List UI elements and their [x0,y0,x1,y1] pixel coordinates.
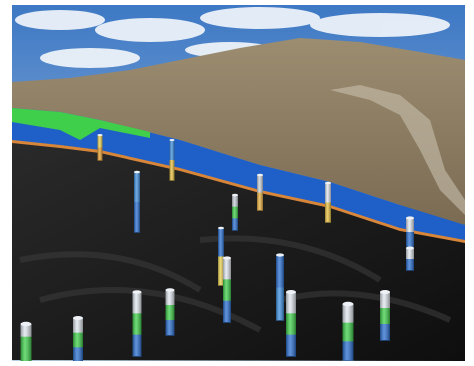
borehole-shade [406,248,414,270]
borehole-shade [276,255,284,320]
borehole-cap [286,290,296,294]
borehole [257,173,263,211]
borehole-shade [132,292,142,356]
borehole-shade [134,172,140,232]
borehole-cap [132,290,142,294]
borehole-cap [73,316,83,320]
borehole [134,170,140,233]
borehole-shade [232,195,238,230]
cloud [200,7,320,29]
borehole-shade [165,290,175,335]
borehole-shade [223,258,231,322]
borehole-cap [20,321,32,327]
borehole-shade [169,140,175,180]
stripe [39,287,262,333]
borehole-cap [380,290,390,294]
borehole [342,301,354,361]
borehole-cap [276,253,284,257]
borehole-cap [325,181,331,185]
borehole-shade [97,135,103,160]
borehole [380,290,390,341]
borehole-cap [169,139,175,141]
green-layer [12,108,150,140]
borehole-cap [406,246,414,250]
stripe [279,290,452,323]
borehole-shade [342,304,354,360]
borehole [276,253,284,321]
borehole-shade [218,228,224,285]
borehole [132,290,142,357]
borehole-cap [165,288,175,292]
cloud [310,13,450,37]
borehole-shade [325,183,331,222]
borehole-cap [342,301,354,307]
image [12,5,465,361]
borehole [73,316,83,361]
borehole-cap [406,216,414,220]
borehole-shade [380,292,390,340]
stripe [19,251,202,293]
borehole [169,139,175,181]
clay-layer [12,140,465,243]
borehole-cap [257,173,263,177]
terrain [12,38,465,230]
aquifer-layer [12,108,465,240]
borehole-shade [286,292,296,356]
borehole [20,321,32,361]
borehole [325,181,331,223]
borehole [97,134,103,161]
borehole [286,290,296,357]
borehole-shade [406,218,414,246]
borehole-shade [257,175,263,210]
borehole [223,256,231,323]
borehole-cap [97,134,103,136]
borehole [232,193,238,231]
borehole-cap [223,256,231,260]
borehole-cap [232,193,238,197]
borehole [165,288,175,336]
borehole [406,216,414,247]
boreholes [20,134,414,361]
borehole-cap [218,226,224,230]
borehole [218,226,224,286]
ground-stripes [19,235,452,333]
cloud [15,10,105,30]
borehole-shade [73,318,83,361]
road [330,85,465,215]
cloud [95,18,205,42]
borehole-cap [134,170,140,174]
borehole [406,246,414,271]
cloud [40,48,140,68]
borehole-shade [20,324,32,361]
